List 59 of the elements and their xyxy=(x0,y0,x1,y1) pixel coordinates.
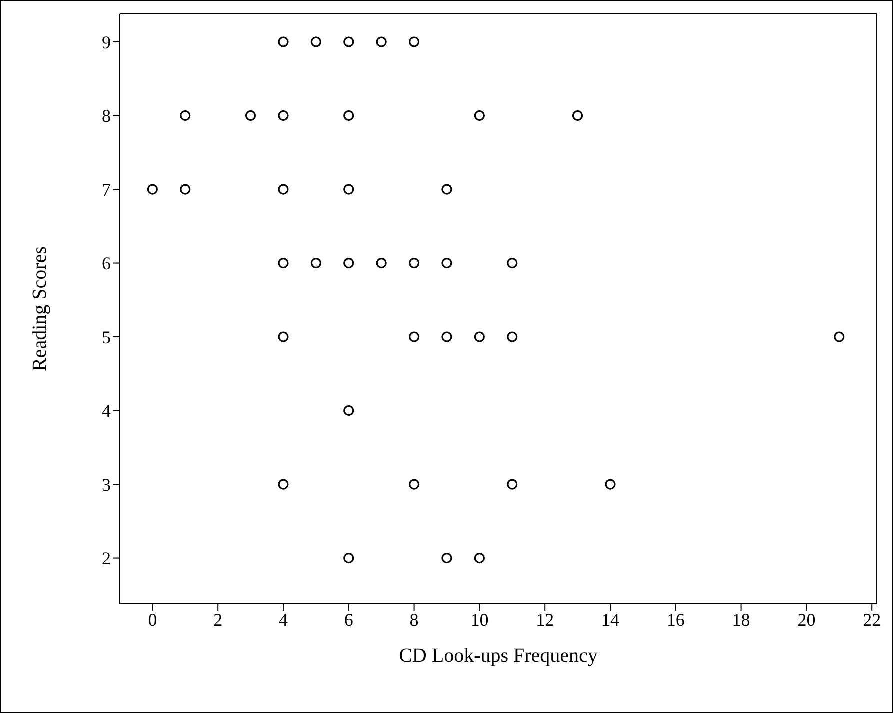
point xyxy=(180,110,191,122)
point xyxy=(376,36,387,48)
point xyxy=(572,110,584,122)
point xyxy=(474,110,485,122)
x-axis-title: CD Look-ups Frequency xyxy=(399,645,598,667)
x-tick-label: 8 xyxy=(410,610,419,630)
x-tick-label: 14 xyxy=(601,610,620,630)
point xyxy=(474,552,485,564)
x-tick-label: 4 xyxy=(279,610,288,630)
x-tick-label: 22 xyxy=(863,610,882,630)
x-tick-label: 18 xyxy=(732,610,750,630)
x-tick-label: 6 xyxy=(344,610,354,630)
point xyxy=(278,184,289,195)
x-tick-label: 12 xyxy=(536,610,554,630)
point xyxy=(344,405,354,416)
point xyxy=(507,258,518,269)
y-tick-label: 9 xyxy=(102,32,111,52)
y-tick-label: 4 xyxy=(102,401,111,422)
point xyxy=(442,184,452,195)
x-tick-label: 16 xyxy=(666,610,685,630)
y-tick-label: 3 xyxy=(102,474,111,495)
point xyxy=(344,184,354,195)
point xyxy=(409,332,420,342)
point xyxy=(474,332,485,342)
point xyxy=(834,332,845,342)
point xyxy=(344,110,354,122)
point xyxy=(344,258,354,269)
point xyxy=(409,36,420,48)
point xyxy=(278,332,289,342)
point xyxy=(278,479,289,490)
point xyxy=(442,332,452,342)
point xyxy=(180,184,191,195)
y-tick-label: 7 xyxy=(102,180,111,200)
point xyxy=(278,110,289,122)
y-tick-label: 8 xyxy=(102,106,111,126)
x-tick-label: 0 xyxy=(148,610,158,630)
y-tick-label: 6 xyxy=(102,254,111,274)
point xyxy=(442,258,452,269)
point xyxy=(442,552,452,564)
point xyxy=(409,479,420,490)
point xyxy=(409,258,420,269)
point xyxy=(246,110,256,122)
x-tick-label: 20 xyxy=(798,610,816,630)
y-axis-title: Reading Scores xyxy=(29,246,52,372)
point xyxy=(310,258,322,269)
point xyxy=(278,258,289,269)
y-tick-label: 2 xyxy=(102,548,111,569)
point xyxy=(605,479,616,490)
point xyxy=(344,36,354,48)
point xyxy=(310,36,322,48)
point xyxy=(278,36,289,48)
point xyxy=(376,258,387,269)
x-tick-label: 2 xyxy=(214,610,223,630)
y-tick-label: 5 xyxy=(102,327,111,348)
point xyxy=(507,479,518,490)
point xyxy=(507,332,518,342)
point xyxy=(147,184,158,195)
x-tick-label: 10 xyxy=(470,610,489,630)
point xyxy=(344,552,354,564)
